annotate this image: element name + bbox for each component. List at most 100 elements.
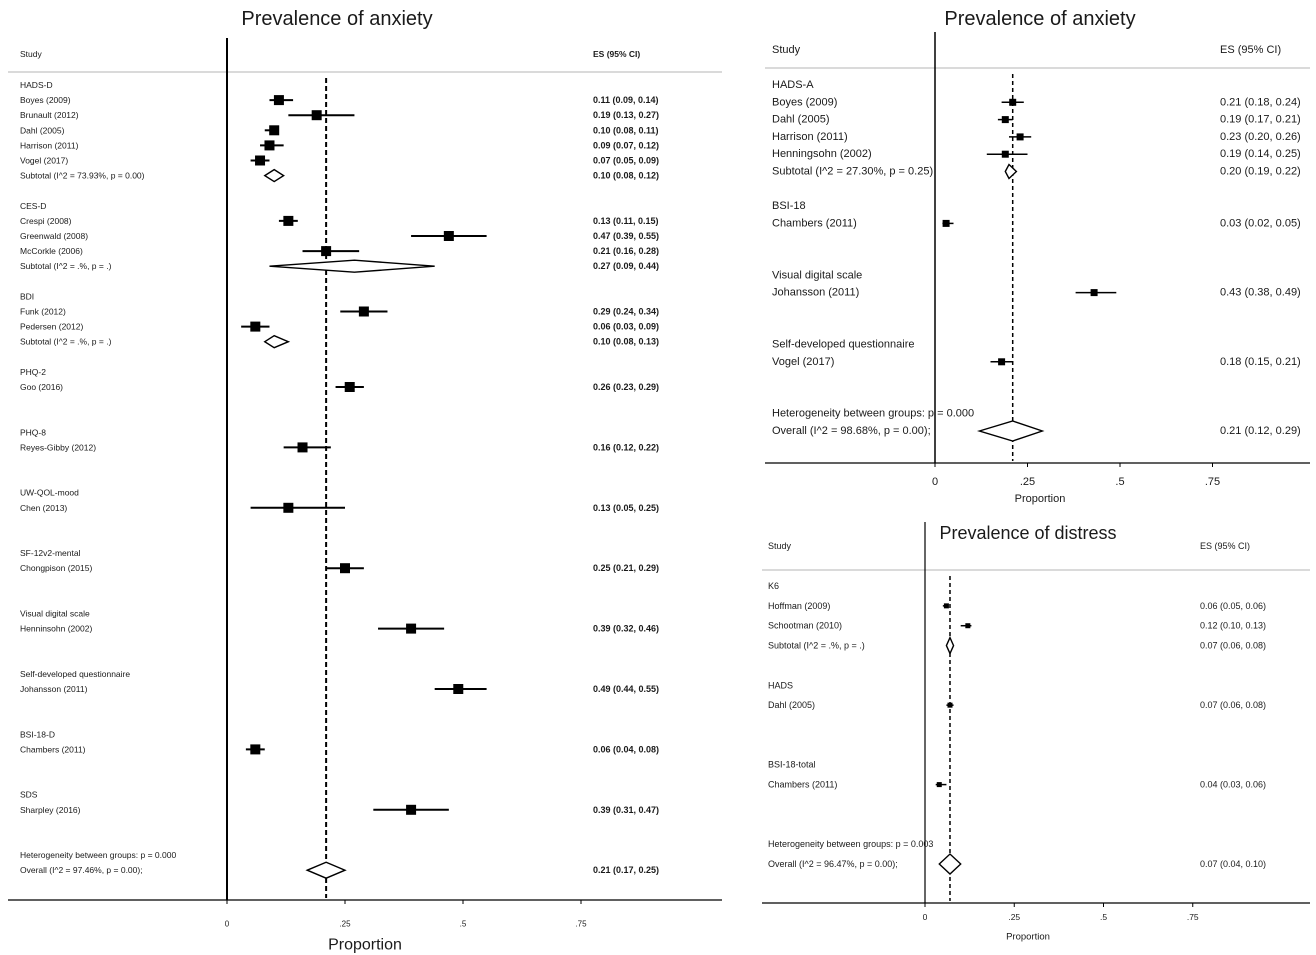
subtotal-diamond	[1004, 163, 1018, 180]
point-estimate-marker	[1009, 98, 1017, 106]
subtotal-diamond	[945, 635, 955, 656]
point-estimate-marker	[340, 563, 350, 574]
point-estimate-marker	[453, 684, 464, 694]
point-estimate-marker	[273, 95, 284, 106]
overall-label: Overall (I^2 = 96.47%, p = 0.00);	[768, 859, 898, 869]
study-label: Henninsohn (2002)	[20, 624, 92, 634]
point-estimate-marker	[358, 306, 369, 317]
estimate-ci-label: 0.23 (0.20, 0.26)	[1220, 131, 1301, 143]
group-label: SDS	[20, 790, 38, 800]
estimate-column-header: ES (95% CI)	[1220, 44, 1281, 56]
overall-estimate-label: 0.21 (0.12, 0.29)	[1220, 425, 1301, 437]
estimate-ci-label: 0.19 (0.13, 0.27)	[593, 110, 659, 120]
point-estimate-marker	[406, 804, 417, 815]
point-estimate-marker	[344, 382, 355, 392]
chart-title: Prevalence of anxiety	[241, 8, 432, 30]
point-estimate-marker	[321, 246, 332, 257]
group-label: PHQ-8	[20, 427, 46, 437]
study-label: Dahl (2005)	[20, 125, 65, 135]
study-label: Henningsohn (2002)	[772, 148, 872, 160]
point-estimate-marker	[283, 215, 294, 226]
group-label: Visual digital scale	[20, 609, 90, 619]
point-estimate-marker	[250, 744, 261, 755]
point-estimate-marker	[943, 603, 949, 609]
estimate-ci-label: 0.11 (0.09, 0.14)	[593, 95, 659, 105]
group-label: BSI-18	[772, 200, 806, 212]
subtotal-estimate-label: 0.10 (0.08, 0.13)	[593, 337, 659, 347]
group-label: HADS-D	[20, 80, 53, 90]
estimate-ci-label: 0.06 (0.05, 0.06)	[1200, 601, 1266, 611]
x-tick-label: .25	[1020, 476, 1035, 488]
x-axis-label: Proportion	[1015, 493, 1066, 505]
x-tick-label: 0	[923, 912, 928, 922]
study-label: Vogel (2017)	[772, 356, 834, 368]
estimate-ci-label: 0.43 (0.38, 0.49)	[1220, 287, 1301, 299]
study-column-header: Study	[20, 49, 42, 59]
study-label: Johansson (2011)	[20, 684, 88, 694]
x-tick-label: .25	[1008, 912, 1020, 922]
x-tick-label: .75	[575, 920, 587, 929]
estimate-ci-label: 0.49 (0.44, 0.55)	[593, 684, 659, 694]
study-label: Chambers (2011)	[20, 744, 86, 754]
x-axis-label: Proportion	[1006, 932, 1050, 943]
study-label: Dahl (2005)	[772, 114, 829, 126]
heterogeneity-label: Heterogeneity between groups: p = 0.003	[768, 839, 933, 849]
estimate-column-header: ES (95% CI)	[1200, 541, 1250, 551]
group-label: SF-12v2-mental	[20, 548, 81, 558]
point-estimate-marker	[998, 358, 1006, 366]
study-label: McCorkle (2006)	[20, 246, 83, 256]
estimate-ci-label: 0.39 (0.31, 0.47)	[593, 805, 659, 815]
study-label: Chambers (2011)	[768, 780, 837, 790]
group-label: CES-D	[20, 201, 46, 211]
x-tick-label: 0	[225, 920, 230, 929]
point-estimate-marker	[264, 140, 275, 151]
point-estimate-marker	[947, 702, 953, 708]
group-label: BDI	[20, 291, 34, 301]
x-tick-label: .5	[460, 920, 467, 929]
overall-diamond	[976, 420, 1045, 442]
estimate-column-header: ES (95% CI)	[593, 49, 640, 59]
point-estimate-marker	[965, 623, 971, 629]
group-label: Self-developed questionnaire	[20, 669, 130, 679]
study-label: Greenwald (2008)	[20, 231, 88, 241]
subtotal-label: Subtotal (I^2 = .%, p = .)	[20, 337, 112, 347]
subtotal-label: Subtotal (I^2 = .%, p = .)	[768, 641, 865, 651]
estimate-ci-label: 0.06 (0.03, 0.09)	[593, 322, 659, 332]
forest-plot-distress: Prevalence of distress Study ES (95% CI) 0.…	[762, 522, 1310, 943]
study-label: Boyes (2009)	[20, 95, 71, 105]
estimate-ci-label: 0.21 (0.18, 0.24)	[1220, 96, 1301, 108]
estimate-ci-label: 0.07 (0.06, 0.08)	[1200, 700, 1266, 710]
point-estimate-marker	[942, 219, 950, 227]
estimate-ci-label: 0.10 (0.08, 0.11)	[593, 125, 659, 135]
estimate-ci-label: 0.13 (0.11, 0.15)	[593, 216, 659, 226]
group-label: UW-QOL-mood	[20, 488, 79, 498]
subtotal-estimate-label: 0.10 (0.08, 0.12)	[593, 171, 659, 181]
group-label: HADS-A	[772, 79, 814, 91]
group-label: BSI-18-D	[20, 729, 55, 739]
subtotal-estimate-label: 0.27 (0.09, 0.44)	[593, 261, 659, 271]
estimate-ci-label: 0.04 (0.03, 0.06)	[1200, 780, 1266, 790]
point-estimate-marker	[1090, 289, 1098, 297]
x-tick-label: .25	[339, 920, 351, 929]
study-label: Chen (2013)	[20, 503, 67, 513]
estimate-ci-label: 0.07 (0.05, 0.09)	[593, 156, 659, 166]
subtotal-diamond	[263, 334, 291, 349]
chart-title: Prevalence of anxiety	[944, 8, 1135, 30]
study-label: Goo (2016)	[20, 382, 63, 392]
subtotal-diamond	[263, 168, 285, 183]
estimate-ci-label: 0.19 (0.14, 0.25)	[1220, 148, 1301, 160]
estimate-ci-label: 0.19 (0.17, 0.21)	[1220, 114, 1301, 126]
study-label: Harrison (2011)	[20, 140, 79, 150]
subtotal-label: Subtotal (I^2 = 73.93%, p = 0.00)	[20, 171, 145, 181]
overall-diamond	[305, 861, 347, 879]
x-tick-label: .5	[1115, 476, 1124, 488]
x-axis-label: Proportion	[328, 937, 402, 954]
group-label: BSI-18-total	[768, 760, 816, 770]
estimate-ci-label: 0.39 (0.32, 0.46)	[593, 624, 659, 634]
estimate-ci-label: 0.09 (0.07, 0.12)	[593, 140, 659, 150]
heterogeneity-label: Heterogeneity between groups: p = 0.000	[772, 408, 974, 420]
group-label: Visual digital scale	[772, 269, 862, 281]
subtotal-diamond	[269, 259, 435, 273]
subtotal-estimate-label: 0.20 (0.19, 0.22)	[1220, 166, 1301, 178]
